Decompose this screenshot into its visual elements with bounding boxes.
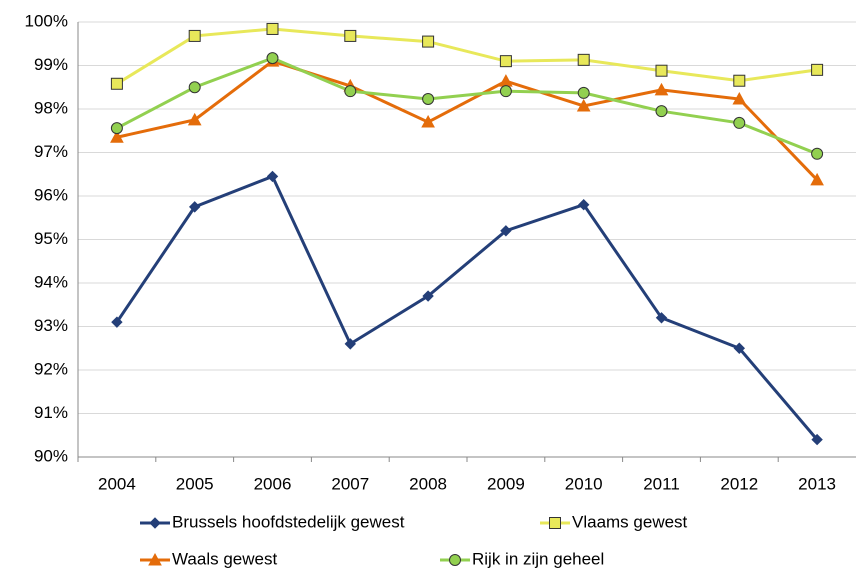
marker (577, 198, 590, 211)
marker (733, 74, 746, 87)
marker (655, 105, 668, 118)
legend-label: Vlaams gewest (572, 512, 688, 531)
marker (449, 554, 461, 566)
y-tick-label: 100% (25, 11, 68, 30)
marker (266, 170, 279, 183)
x-tick-label: 2012 (720, 474, 758, 493)
marker (421, 115, 435, 128)
marker (188, 201, 201, 213)
marker (811, 433, 823, 446)
x-tick-label: 2005 (176, 474, 214, 493)
x-tick-label: 2010 (565, 474, 603, 493)
marker (500, 225, 512, 237)
x-tick-label: 2013 (798, 474, 836, 493)
marker (732, 91, 747, 105)
marker (810, 172, 824, 186)
x-tick-label: 2009 (487, 474, 525, 493)
marker (344, 29, 357, 42)
marker (110, 77, 123, 90)
x-tick-label: 2004 (98, 474, 136, 493)
marker (266, 52, 279, 65)
marker (655, 312, 668, 324)
y-tick-label: 95% (34, 229, 68, 248)
y-tick-label: 99% (34, 55, 68, 74)
line (116, 56, 818, 156)
marker (733, 342, 746, 354)
line (116, 27, 818, 86)
marker (111, 316, 123, 328)
line (115, 174, 819, 441)
marker (148, 552, 162, 566)
marker (733, 116, 746, 129)
y-tick-label: 91% (34, 403, 68, 422)
y-tick-label: 97% (34, 142, 68, 161)
x-tick-label: 2008 (409, 474, 447, 493)
x-tick-label: 2011 (643, 474, 680, 493)
marker (188, 29, 201, 42)
y-tick-label: 93% (34, 316, 68, 335)
marker (422, 35, 435, 48)
marker (499, 74, 513, 87)
marker (266, 22, 279, 35)
line (116, 59, 819, 181)
legend-label: Brussels hoofdstedelijk gewest (172, 512, 405, 531)
marker (499, 55, 512, 68)
marker (149, 517, 161, 529)
marker (655, 64, 668, 77)
marker (811, 63, 824, 76)
marker (187, 112, 202, 126)
marker (577, 53, 590, 66)
marker (577, 86, 590, 99)
y-tick-label: 94% (34, 272, 68, 291)
marker (422, 92, 435, 105)
marker (188, 81, 201, 94)
x-tick-label: 2007 (331, 474, 369, 493)
marker (811, 147, 824, 160)
y-tick-label: 96% (34, 185, 68, 204)
marker (654, 82, 669, 96)
marker (110, 122, 123, 135)
legend-label: Waals gewest (172, 549, 277, 568)
legend-label: Rijk in zijn geheel (472, 549, 604, 568)
marker (110, 130, 124, 143)
marker (499, 85, 512, 98)
y-tick-label: 98% (34, 98, 68, 117)
marker (576, 98, 591, 112)
marker (549, 517, 561, 529)
marker (344, 85, 357, 98)
y-tick-label: 92% (34, 359, 68, 378)
y-tick-label: 90% (34, 446, 68, 465)
marker (422, 290, 434, 302)
x-tick-label: 2006 (254, 474, 292, 493)
marker (344, 338, 357, 350)
